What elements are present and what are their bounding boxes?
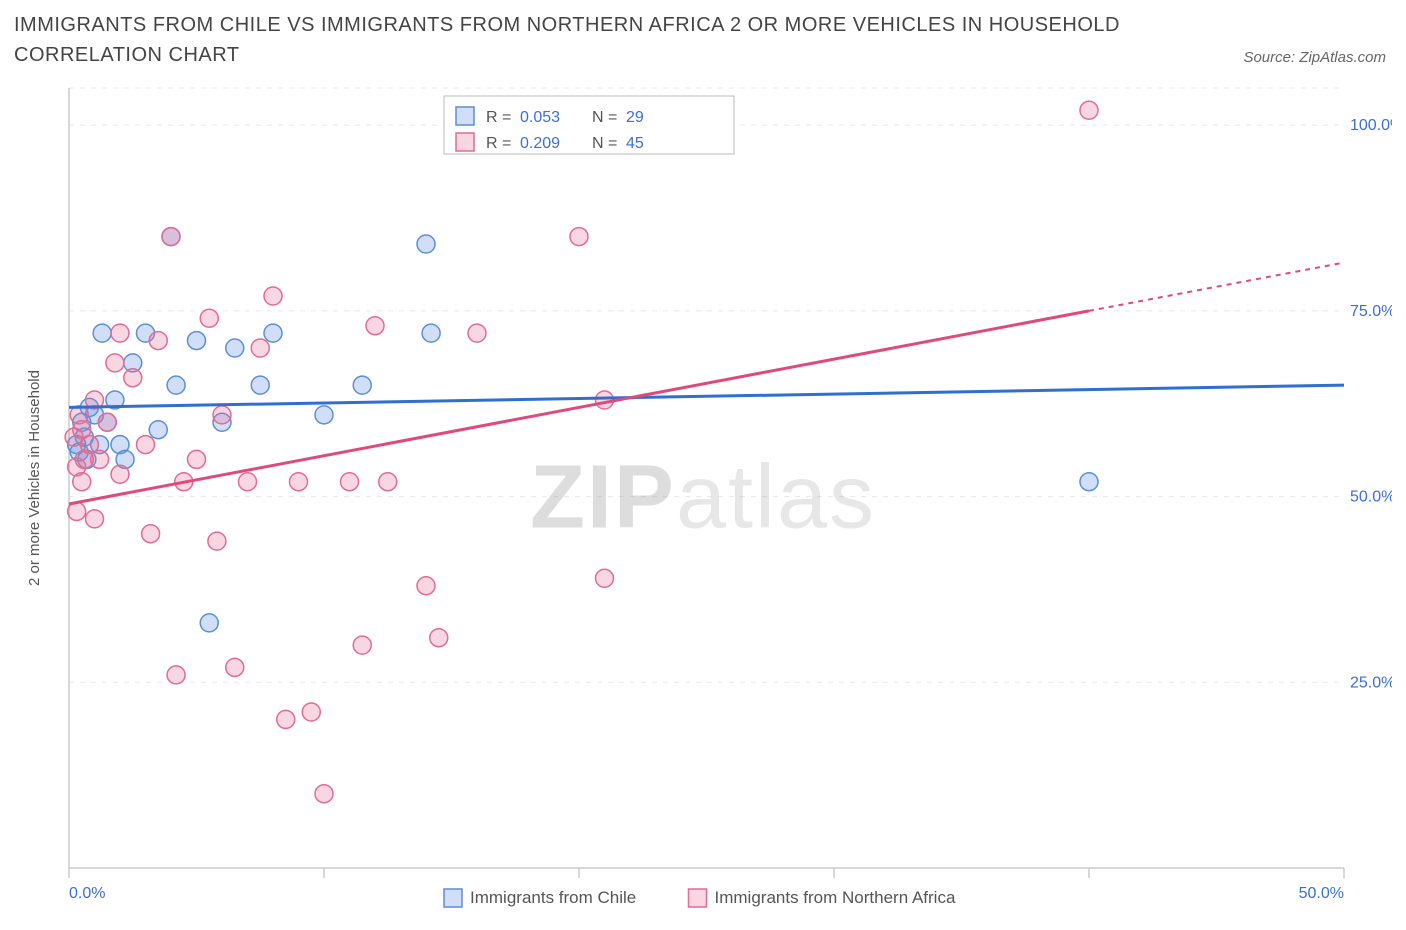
data-point xyxy=(379,473,397,491)
data-point xyxy=(468,324,486,342)
data-point xyxy=(91,450,109,468)
data-point xyxy=(1080,473,1098,491)
svg-text:Immigrants from Chile: Immigrants from Chile xyxy=(470,888,636,907)
data-point xyxy=(111,465,129,483)
data-point xyxy=(417,577,435,595)
data-point xyxy=(422,324,440,342)
data-point xyxy=(570,228,588,246)
data-point xyxy=(290,473,308,491)
data-point xyxy=(302,703,320,721)
svg-text:R =: R = xyxy=(486,109,511,126)
svg-text:50.0%: 50.0% xyxy=(1299,885,1344,902)
data-point xyxy=(86,510,104,528)
data-point xyxy=(111,324,129,342)
data-point xyxy=(430,629,448,647)
svg-text:N =: N = xyxy=(592,135,617,152)
data-point xyxy=(149,332,167,350)
data-point xyxy=(124,369,142,387)
data-point xyxy=(162,228,180,246)
svg-text:0.209: 0.209 xyxy=(520,135,560,152)
data-point xyxy=(142,525,160,543)
data-point xyxy=(73,473,91,491)
data-point xyxy=(264,287,282,305)
data-point xyxy=(137,436,155,454)
svg-text:75.0%: 75.0% xyxy=(1350,303,1392,320)
data-point xyxy=(226,339,244,357)
data-point xyxy=(213,406,231,424)
data-point xyxy=(251,339,269,357)
data-point xyxy=(366,317,384,335)
data-point xyxy=(188,450,206,468)
data-point xyxy=(264,324,282,342)
data-point xyxy=(93,324,111,342)
svg-text:29: 29 xyxy=(626,109,644,126)
data-point xyxy=(315,406,333,424)
data-point xyxy=(167,376,185,394)
svg-text:Immigrants from Northern Afric: Immigrants from Northern Africa xyxy=(715,888,956,907)
data-point xyxy=(251,376,269,394)
data-point xyxy=(315,785,333,803)
data-point xyxy=(417,235,435,253)
svg-text:0.0%: 0.0% xyxy=(69,885,105,902)
svg-text:45: 45 xyxy=(626,135,644,152)
data-point xyxy=(353,376,371,394)
svg-text:25.0%: 25.0% xyxy=(1350,674,1392,691)
data-point xyxy=(341,473,359,491)
data-point xyxy=(226,658,244,676)
svg-text:0.053: 0.053 xyxy=(520,109,560,126)
svg-text:R =: R = xyxy=(486,135,511,152)
data-point xyxy=(353,636,371,654)
data-point xyxy=(106,354,124,372)
data-point xyxy=(200,309,218,327)
data-point xyxy=(98,413,116,431)
data-point xyxy=(200,614,218,632)
data-point xyxy=(188,332,206,350)
svg-text:100.0%: 100.0% xyxy=(1350,117,1392,134)
svg-text:2 or more Vehicles in Househol: 2 or more Vehicles in Household xyxy=(26,370,43,586)
data-point xyxy=(1080,101,1098,119)
svg-text:N =: N = xyxy=(592,109,617,126)
data-point xyxy=(167,666,185,684)
source-label: Source: ZipAtlas.com xyxy=(1243,49,1386,70)
svg-text:50.0%: 50.0% xyxy=(1350,489,1392,506)
data-point xyxy=(208,532,226,550)
data-point xyxy=(596,569,614,587)
correlation-chart: 0.0% 50.0% 25.0% 50.0% 75.0% 100.0% 2 or more … xyxy=(14,78,1392,918)
chart-title: IMMIGRANTS FROM CHILE VS IMMIGRANTS FROM… xyxy=(14,10,1134,70)
chart-container: 0.0% 50.0% 25.0% 50.0% 75.0% 100.0% 2 or more … xyxy=(14,78,1392,918)
data-point xyxy=(277,710,295,728)
data-point xyxy=(149,421,167,439)
data-point xyxy=(239,473,257,491)
